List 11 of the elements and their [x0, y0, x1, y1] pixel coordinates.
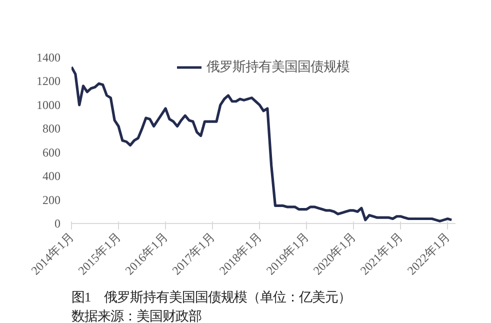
- legend-label: 俄罗斯持有美国国债规模: [206, 58, 350, 76]
- y-tick-label: 200: [42, 192, 60, 207]
- y-tick-label: 0: [54, 216, 60, 230]
- y-tick-label: 1200: [36, 74, 60, 88]
- y-tick-label: 800: [42, 122, 60, 136]
- y-tick-label: 1400: [36, 50, 60, 64]
- caption: 图1 俄罗斯持有美国国债规模（单位：亿美元）: [72, 290, 352, 304]
- source-note: 数据来源：美国财政部: [72, 308, 202, 323]
- y-tick-label: 1000: [36, 98, 60, 112]
- y-tick-label: 600: [42, 145, 60, 160]
- y-tick-label: 400: [42, 169, 60, 184]
